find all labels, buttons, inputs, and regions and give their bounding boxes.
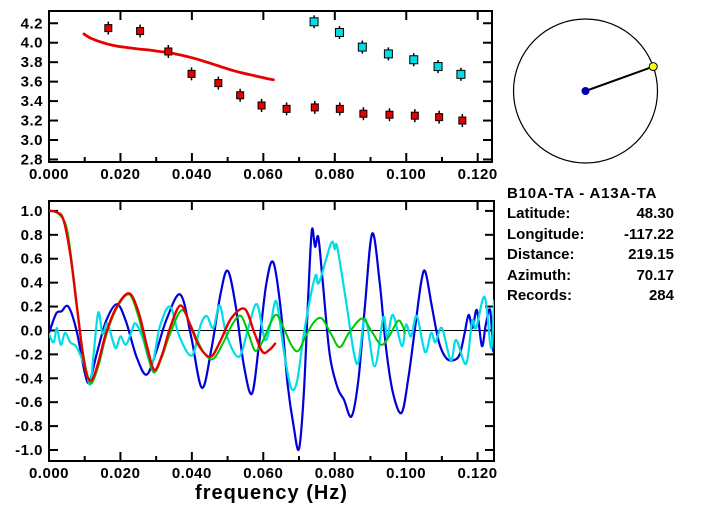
spectrum-red[interactable] [49,209,277,382]
y-tick-label: 0.0 [21,322,43,339]
y-tick-label: 0.2 [21,299,43,316]
series-layer [82,15,467,128]
x-tick-label: 0.100 [386,465,426,482]
info-label-distance: Distance: [507,246,575,263]
x-tick-label: 0.080 [315,465,355,482]
info-value-distance: 219.15 [628,246,674,263]
station-info-panel: B10A-TA - A13A-TA Latitude: 48.30 Longit… [507,183,674,307]
x-tick-label: 0.080 [315,166,355,183]
x-tick-label: 0.000 [29,166,69,183]
red-velocity-measurements-point[interactable] [136,27,145,36]
info-row-latitude: Latitude: 48.30 [507,204,674,225]
y-tick-label: 3.8 [21,54,43,71]
x-tick-label: 0.060 [243,166,283,183]
info-value-longitude: -117.22 [623,225,674,243]
cyan-velocity-measurements-point[interactable] [409,55,419,65]
info-label-azimuth: Azimuth: [507,266,572,284]
red-velocity-measurements-point[interactable] [236,91,245,100]
x-axis-title: frequency (Hz) [195,482,348,504]
cyan-velocity-measurements-point[interactable] [433,62,443,72]
plot-frame [48,10,493,163]
red-velocity-measurements-point[interactable] [410,111,419,120]
cyan-velocity-measurements-point[interactable] [383,49,393,59]
y-tick-label: 2.8 [21,151,43,168]
y-tick-label: -0.2 [15,346,43,363]
info-row-azimuth: Azimuth: 70.17 [507,266,674,287]
y-tick-label: 3.4 [21,93,44,110]
red-velocity-measurements-point[interactable] [164,47,173,56]
cyan-velocity-measurements-point[interactable] [456,69,466,79]
info-value-records: 284 [648,287,674,304]
red-velocity-measurements-point[interactable] [458,116,467,125]
y-tick-label: 0.4 [21,275,44,292]
y-tick-label: 3.2 [21,113,43,130]
info-row-records: Records: 284 [507,286,674,307]
y-tick-label: 1.0 [21,203,43,220]
red-velocity-measurements-point[interactable] [282,104,291,113]
cyan-velocity-measurements-point[interactable] [357,42,367,52]
x-tick-label: 0.020 [100,166,140,183]
red-velocity-measurements-point[interactable] [335,104,344,113]
x-tick-label: 0.120 [458,166,498,183]
dial-circle [512,18,659,164]
red-velocity-measurements-point[interactable] [214,79,223,88]
cyan-velocity-measurements-point[interactable] [334,28,344,38]
cyan-velocity-measurements-point[interactable] [309,17,319,27]
spectrum-blue[interactable] [49,227,494,452]
red-velocity-measurements-point[interactable] [435,113,444,122]
x-tick-label: 0.060 [243,465,283,482]
predicted-dispersion-curve[interactable] [82,32,275,82]
y-tick-label: 0.8 [21,227,43,244]
x-tick-label: 0.040 [172,465,212,482]
spectrum-cyan[interactable] [49,240,494,392]
info-value-azimuth: 70.17 [636,266,674,284]
red-velocity-measurements-point[interactable] [187,69,196,78]
y-tick-label: 3.6 [21,74,43,91]
red-velocity-measurements-point[interactable] [104,24,113,33]
info-label-latitude: Latitude: [507,205,571,222]
spectrum-green[interactable] [49,209,406,385]
info-label-records: Records: [507,287,573,304]
x-tick-label: 0.120 [458,465,498,482]
station-pair-title: B10A-TA - A13A-TA [507,185,658,202]
dial-azimuth-dot [648,62,658,72]
y-tick-label: -1.0 [15,442,43,459]
x-tick-label: 0.020 [100,465,140,482]
plot-frame [48,200,495,462]
y-tick-label: -0.4 [15,370,43,387]
info-value-latitude: 48.30 [636,205,674,222]
red-velocity-measurements-point[interactable] [359,109,368,118]
y-tick-label: -0.8 [15,418,43,435]
info-row-distance: Distance: 219.15 [507,245,674,266]
y-tick-label: -0.6 [15,394,43,411]
dial-center-dot [581,87,590,95]
x-tick-label: 0.100 [386,166,426,183]
red-velocity-measurements-point[interactable] [310,103,319,112]
red-velocity-measurements-point[interactable] [385,110,394,119]
y-tick-label: 3.0 [21,132,43,149]
x-tick-label: 0.000 [29,465,69,482]
azimuth-dial [512,18,659,164]
y-tick-label: 4.0 [21,35,43,52]
series-layer [49,209,494,452]
azimuth-line [585,65,654,92]
red-velocity-measurements-point[interactable] [257,101,266,110]
spectra-plot[interactable]: 0.000 0.020 0.040 0.060 0.080 0.100 0.120 1.0 0.… [0,185,502,519]
info-label-longitude: Longitude: [507,225,585,243]
x-tick-label: 0.040 [172,166,212,183]
info-row-longitude: Longitude: -117.22 [507,225,674,246]
dispersion-velocity-plot[interactable]: 0.000 0.020 0.040 0.060 0.080 0.100 0.120 4.2 4.… [0,0,502,185]
y-tick-label: 0.6 [21,251,43,268]
y-tick-label: 4.2 [21,15,43,32]
